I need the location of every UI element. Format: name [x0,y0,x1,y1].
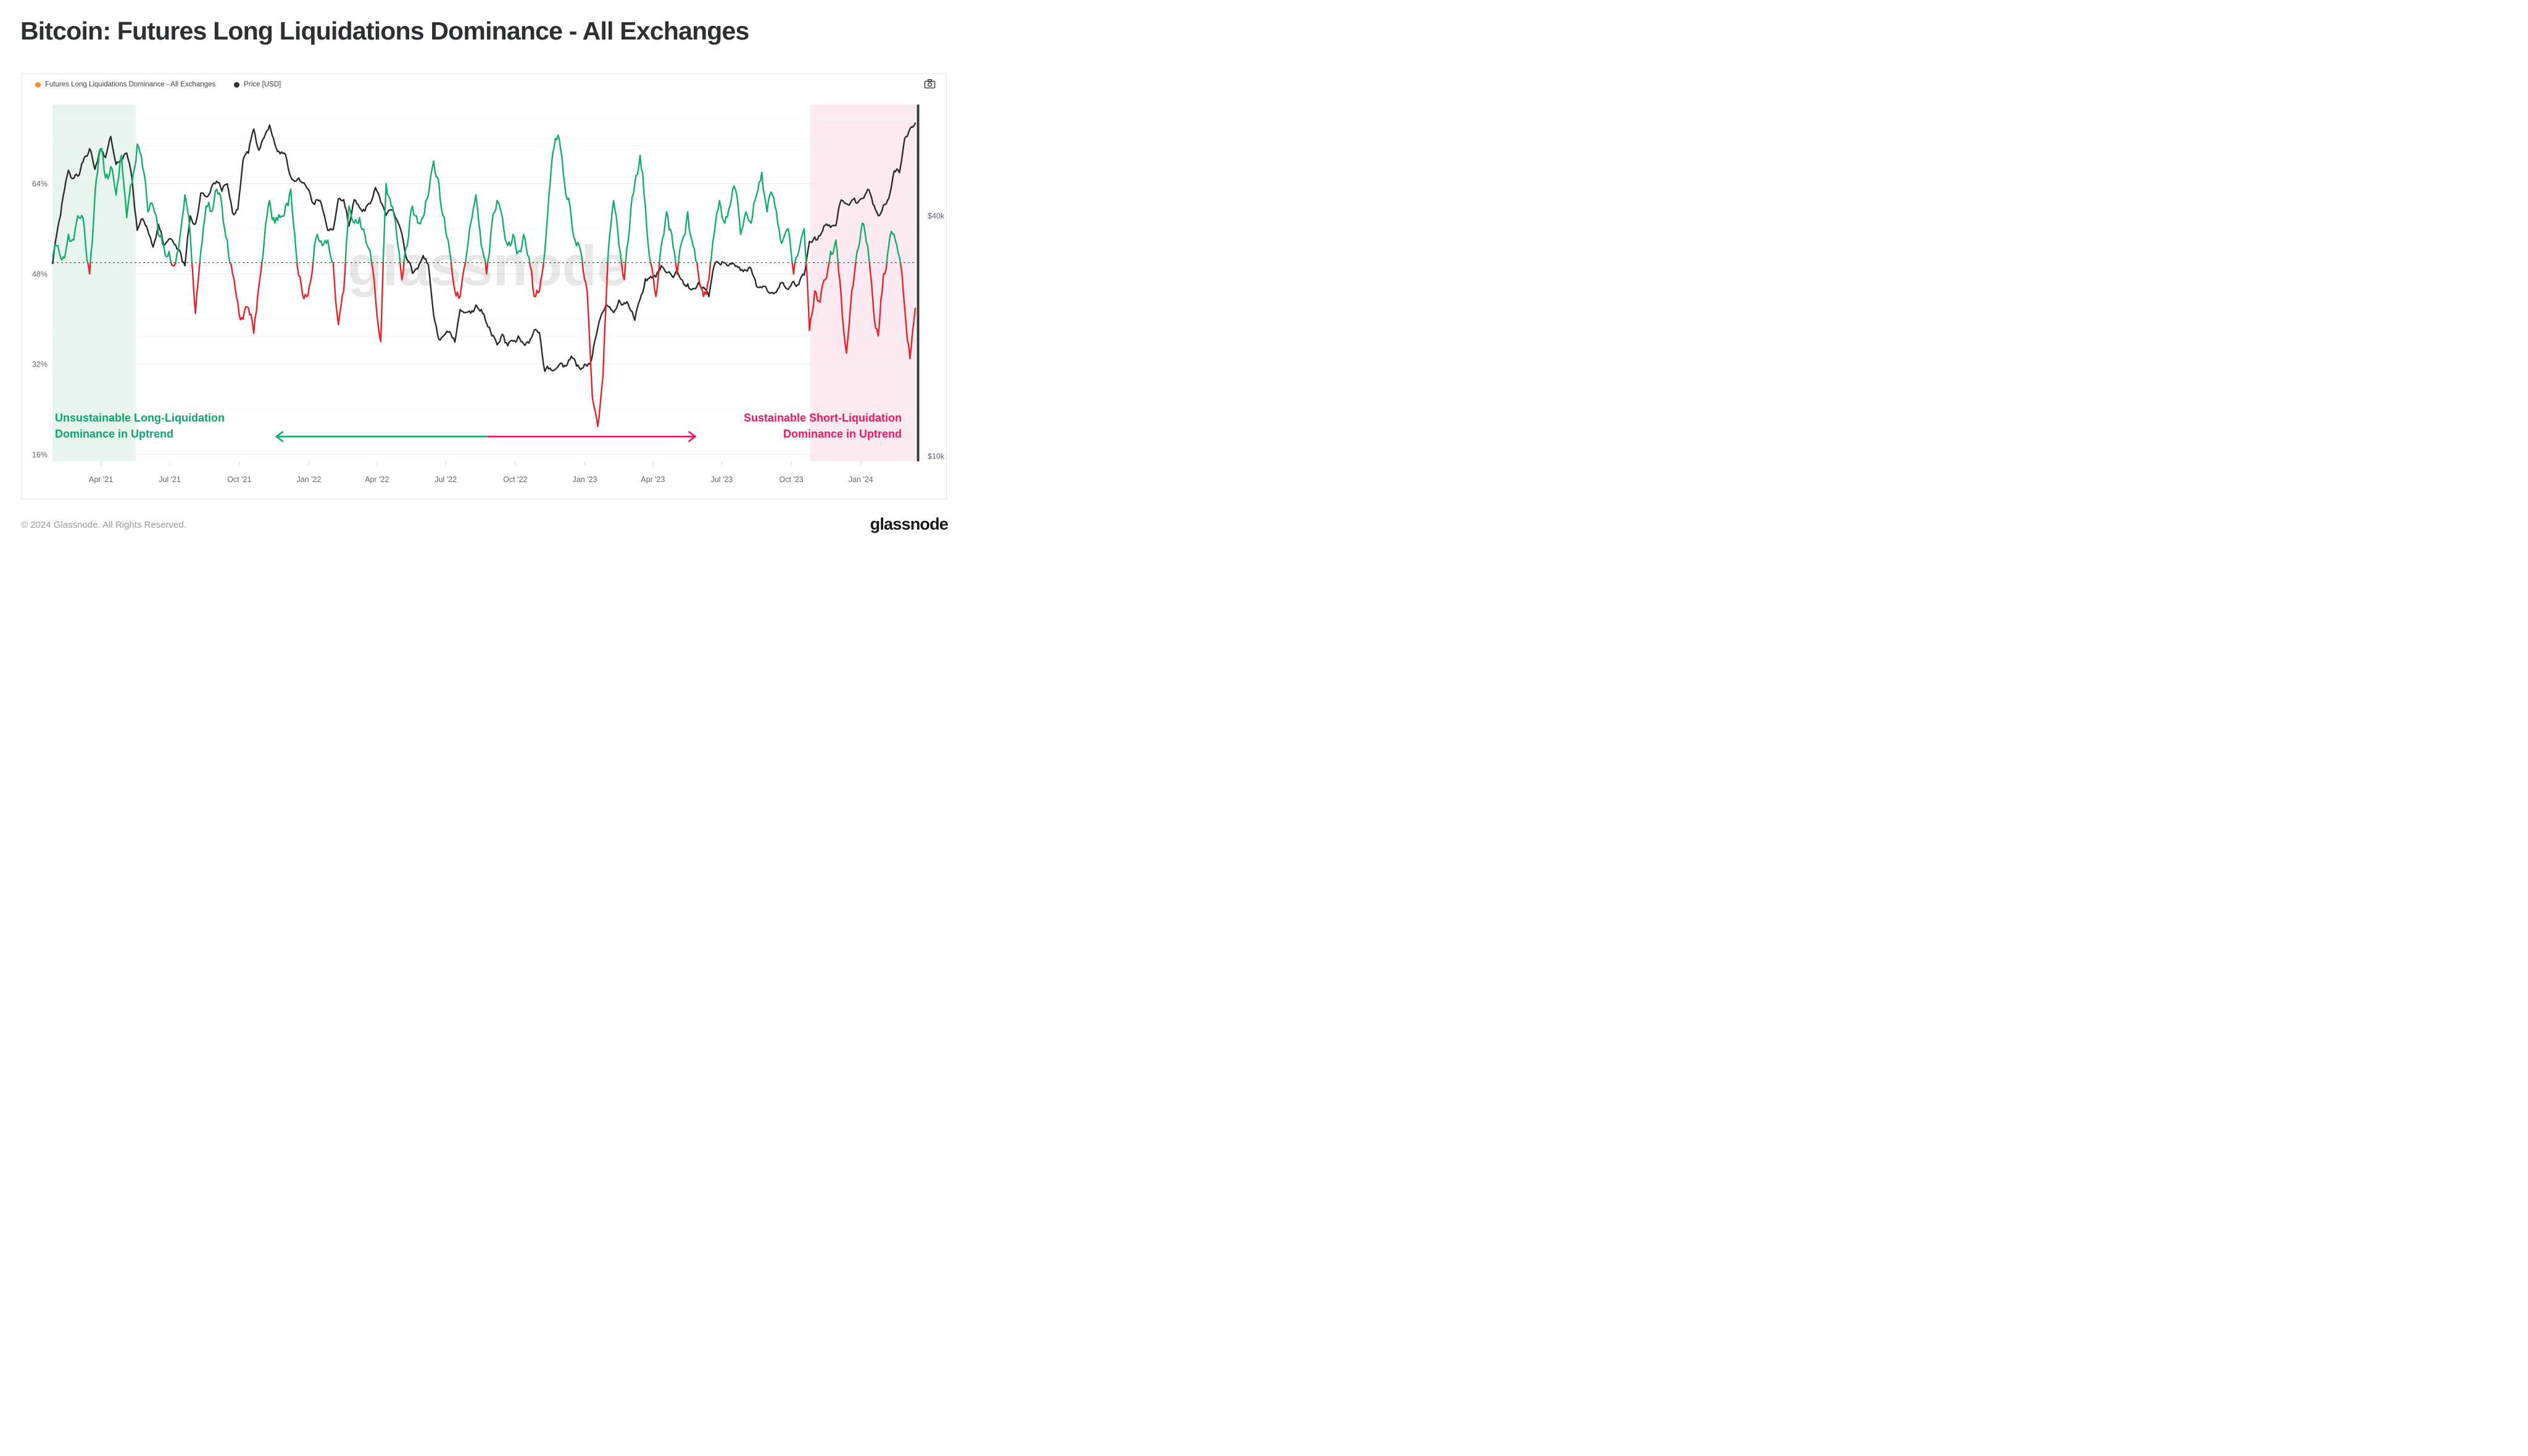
page: Bitcoin: Futures Long Liquidations Domin… [0,0,968,557]
y-left-tick-label: 48% [32,270,48,278]
legend-item-dominance[interactable]: Futures Long Liquidations Dominance - Al… [35,81,215,88]
legend-label-dominance: Futures Long Liquidations Dominance - Al… [45,81,216,88]
annotation-arrow [275,431,697,443]
price-legend-dot [234,81,240,88]
x-tick-label: Oct '23 [779,475,803,484]
camera-icon[interactable] [924,78,936,89]
dominance-legend-dot [35,81,41,88]
annotation-short-liquidation: Sustainable Short-Liquidation Dominance … [744,412,902,441]
copyright-text: © 2024 Glassnode. All Rights Reserved. [21,520,186,530]
y-left-tick-label: 64% [32,180,48,188]
legend-item-price[interactable]: Price [USD] [234,81,281,88]
dominance-line-above [52,134,902,263]
x-tick-label: Jul '22 [434,475,457,484]
price-line [52,122,917,372]
x-tick-label: Jul '21 [159,475,181,484]
page-title: Bitcoin: Futures Long Liquidations Domin… [20,17,749,45]
price-axis-spine [917,104,920,462]
x-tick-label: Jan '23 [573,475,597,484]
glassnode-logo: glassnode [870,515,949,533]
y-right-tick-label: $40k [928,212,945,220]
x-tick-label: Oct '22 [503,475,527,484]
chart-card: Futures Long Liquidations Dominance - Al… [21,73,947,499]
x-tick-label: Apr '22 [365,475,389,484]
y-left-tick-label: 32% [32,360,48,369]
y-right-tick-label: $10k [928,452,945,460]
sustainable-short-liquidation-zone [810,104,915,462]
legend-label-price: Price [USD] [244,81,281,88]
x-tick-label: Apr '23 [641,475,665,484]
chart-legend: Futures Long Liquidations Dominance - Al… [35,78,281,91]
dominance-line-below [86,262,917,427]
x-tick-label: Jul '23 [711,475,733,484]
annotation-long-liquidation: Unsustainable Long-Liquidation Dominance… [55,412,225,441]
x-tick-label: Jan '22 [297,475,322,484]
x-tick-label: Oct '21 [227,475,251,484]
x-tick-label: Apr '21 [89,475,113,484]
y-left-tick-label: 16% [32,451,48,459]
x-tick-label: Jan '24 [849,475,873,484]
